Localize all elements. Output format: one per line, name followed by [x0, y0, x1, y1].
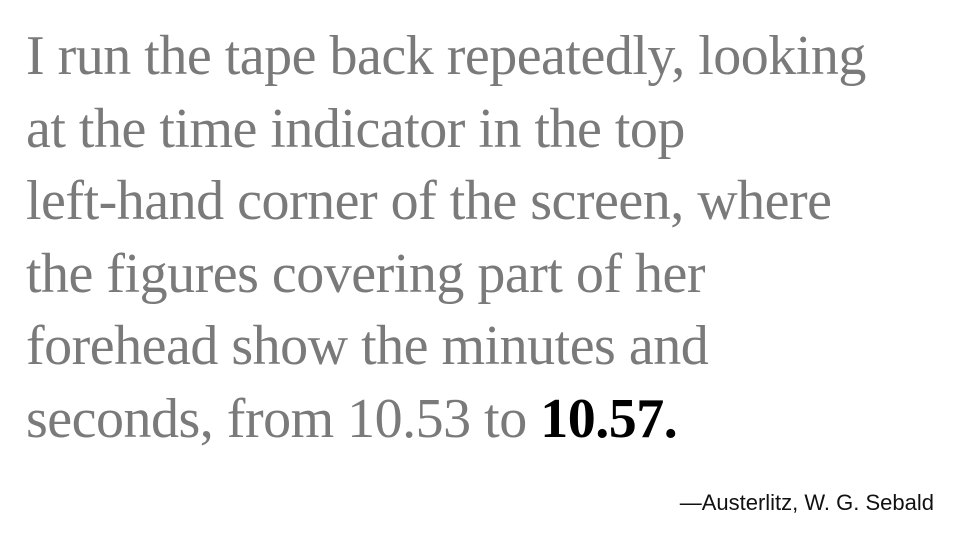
quote-line-3: left-hand corner of the screen, where — [26, 170, 832, 232]
quote-text: I run the tape back repeatedly, looking … — [26, 20, 946, 455]
quote-line-5: forehead show the minutes and — [26, 315, 709, 377]
quote-line-4: the figures covering part of her — [26, 242, 706, 305]
quote-line-6-text: seconds, from 10.53 to — [26, 387, 541, 450]
quote-attribution: —Austerlitz, W. G. Sebald — [679, 490, 934, 515]
quote-emphasis-time: 10.57. — [540, 387, 678, 450]
quote-line-1: I run the tape back repeatedly, looking — [26, 25, 866, 87]
quote-line-2: at the time indicator in the top — [26, 97, 685, 160]
quote-line-6: seconds, from 10.53 to 10.57. — [26, 383, 946, 456]
